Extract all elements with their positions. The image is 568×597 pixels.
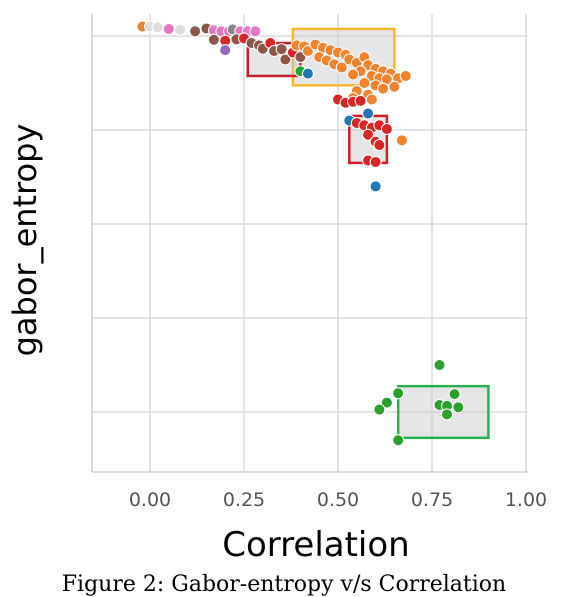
x-tick-label: 0.75 — [411, 489, 453, 511]
data-point — [392, 387, 405, 400]
grid — [92, 14, 528, 472]
data-point — [275, 43, 288, 56]
data-point — [301, 45, 314, 58]
data-point — [174, 23, 187, 36]
data-point — [162, 22, 175, 35]
data-point — [369, 180, 382, 193]
data-point — [354, 94, 367, 107]
data-point — [358, 77, 371, 89]
data-point — [380, 396, 393, 409]
data-point — [369, 155, 382, 168]
data-point — [433, 359, 446, 371]
y-axis-label: gabor_entropy — [6, 124, 44, 357]
data-point — [189, 25, 202, 38]
data-point — [399, 69, 412, 82]
data-point — [373, 139, 386, 152]
data-point — [365, 93, 378, 106]
x-tick-label: 0.25 — [223, 489, 265, 511]
data-point — [380, 123, 393, 136]
data-point — [362, 107, 375, 120]
x-tick-label: 0.50 — [317, 489, 359, 511]
axis-frame — [91, 14, 528, 473]
data-point — [279, 53, 292, 66]
data-points — [136, 20, 465, 447]
figure-caption: Figure 2: Gabor-entropy v/s Correlation — [61, 572, 507, 597]
data-point — [362, 128, 375, 141]
data-point — [249, 25, 262, 38]
data-point — [219, 44, 232, 57]
data-point — [441, 408, 454, 421]
data-point — [207, 33, 220, 46]
data-point — [452, 401, 465, 414]
data-point — [377, 82, 390, 95]
data-point — [395, 134, 408, 147]
x-tick-label: 1.00 — [505, 489, 547, 511]
x-axis-label: Correlation — [222, 525, 409, 565]
data-point — [373, 403, 386, 416]
x-tick-labels: 0.00 0.25 0.50 0.75 1.00 — [129, 489, 547, 511]
data-point — [448, 388, 461, 401]
data-point — [388, 80, 401, 93]
data-point — [335, 61, 348, 74]
data-point — [347, 68, 360, 81]
data-point — [151, 21, 164, 34]
data-point — [301, 67, 314, 80]
x-tick-label: 0.00 — [129, 489, 171, 511]
data-point — [392, 434, 405, 447]
